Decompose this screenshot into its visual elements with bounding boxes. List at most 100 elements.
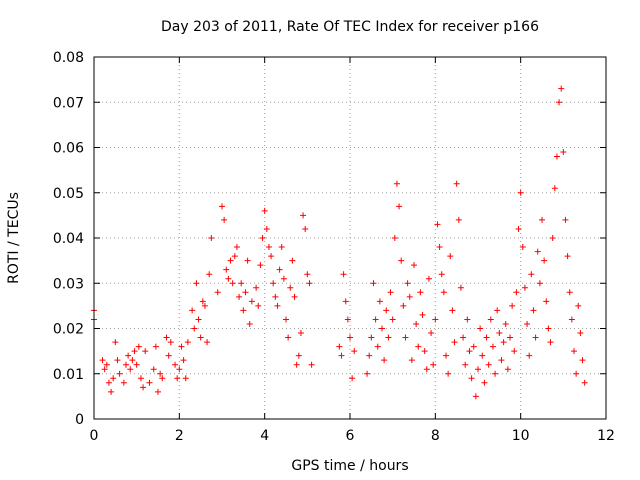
data-point	[221, 216, 228, 223]
data-point	[304, 271, 311, 278]
data-point	[270, 280, 277, 287]
data-point	[112, 339, 119, 346]
data-point	[393, 180, 400, 187]
data-point	[289, 257, 296, 264]
data-point	[413, 320, 420, 327]
data-point	[379, 325, 385, 332]
data-point	[99, 357, 106, 364]
data-point	[344, 316, 351, 323]
data-point	[265, 244, 272, 251]
data-point	[536, 280, 543, 287]
data-point	[475, 366, 481, 373]
data-point	[539, 216, 545, 223]
x-tick-label: 2	[175, 428, 184, 444]
data-point	[184, 339, 191, 346]
data-point	[182, 375, 189, 382]
data-point	[449, 307, 456, 314]
data-point	[336, 343, 343, 350]
y-tick-label: 0	[75, 412, 84, 428]
data-point	[376, 298, 383, 305]
data-point	[428, 330, 435, 337]
data-point	[199, 298, 206, 305]
data-point	[515, 225, 522, 232]
data-point	[268, 253, 275, 260]
data-point	[159, 375, 166, 382]
chart-title: Day 203 of 2011, Rate Of TEC Index for r…	[161, 19, 539, 35]
axis-ticks: 0 2 4 6 8 10 12 0 0.01 0.02 0.03 0.04 0.05 0.06 0.07 0.…	[53, 50, 615, 444]
data-point	[551, 185, 558, 192]
data-point	[562, 216, 569, 223]
data-point	[389, 316, 396, 323]
data-point	[195, 316, 202, 323]
data-point	[385, 334, 392, 341]
y-tick-label: 0.03	[53, 276, 84, 292]
data-point	[191, 325, 198, 332]
data-point	[477, 325, 484, 332]
data-point	[114, 357, 121, 364]
data-point	[543, 298, 550, 305]
data-point	[165, 352, 172, 359]
data-point	[219, 203, 225, 210]
data-point	[272, 293, 279, 300]
y-tick-label: 0.01	[53, 367, 84, 383]
data-point	[263, 225, 270, 232]
x-tick-label: 4	[260, 428, 269, 444]
data-point	[534, 248, 541, 255]
data-point	[383, 307, 390, 314]
x-tick-label: 10	[512, 428, 530, 444]
data-point	[528, 271, 535, 278]
data-point	[101, 366, 108, 373]
data-point	[460, 334, 467, 341]
x-tick-label: 0	[90, 428, 99, 444]
data-point	[276, 266, 283, 273]
data-point	[120, 379, 127, 386]
y-tick-label: 0.06	[53, 141, 84, 157]
data-point	[507, 334, 513, 341]
data-point	[349, 375, 356, 382]
data-point	[285, 334, 292, 341]
data-point	[204, 339, 211, 346]
data-point	[466, 348, 473, 355]
data-point	[541, 257, 548, 264]
data-point	[231, 253, 238, 260]
data-point	[229, 280, 236, 287]
data-point	[462, 361, 469, 368]
data-point	[338, 352, 345, 359]
data-point	[579, 357, 586, 364]
data-point	[447, 253, 454, 260]
data-point	[408, 357, 415, 364]
data-point	[553, 153, 560, 160]
data-point	[513, 289, 520, 296]
data-point	[504, 366, 511, 373]
y-tick-label: 0.04	[53, 231, 84, 247]
data-point	[274, 302, 281, 309]
data-point	[129, 357, 136, 364]
data-point	[498, 357, 505, 364]
data-point	[244, 257, 251, 264]
data-point	[487, 316, 494, 323]
data-point	[391, 235, 398, 241]
data-point	[110, 375, 117, 382]
data-point	[125, 352, 132, 359]
data-point	[368, 334, 375, 341]
data-point	[468, 375, 475, 382]
data-point	[293, 361, 300, 368]
data-point	[425, 275, 432, 282]
data-point	[517, 189, 524, 196]
y-tick-label: 0.02	[53, 322, 84, 338]
data-points	[91, 85, 588, 400]
data-point	[152, 343, 159, 350]
data-point	[423, 366, 430, 373]
data-point	[532, 334, 539, 341]
data-point	[342, 298, 349, 305]
data-point	[306, 280, 313, 287]
x-axis-label: GPS time / hours	[291, 458, 408, 474]
data-point	[297, 330, 304, 337]
data-point	[434, 221, 441, 228]
data-point	[214, 289, 221, 296]
x-tick-label: 8	[431, 428, 440, 444]
data-point	[436, 244, 443, 251]
data-point	[372, 316, 379, 323]
data-point	[370, 280, 377, 287]
data-point	[430, 361, 437, 368]
